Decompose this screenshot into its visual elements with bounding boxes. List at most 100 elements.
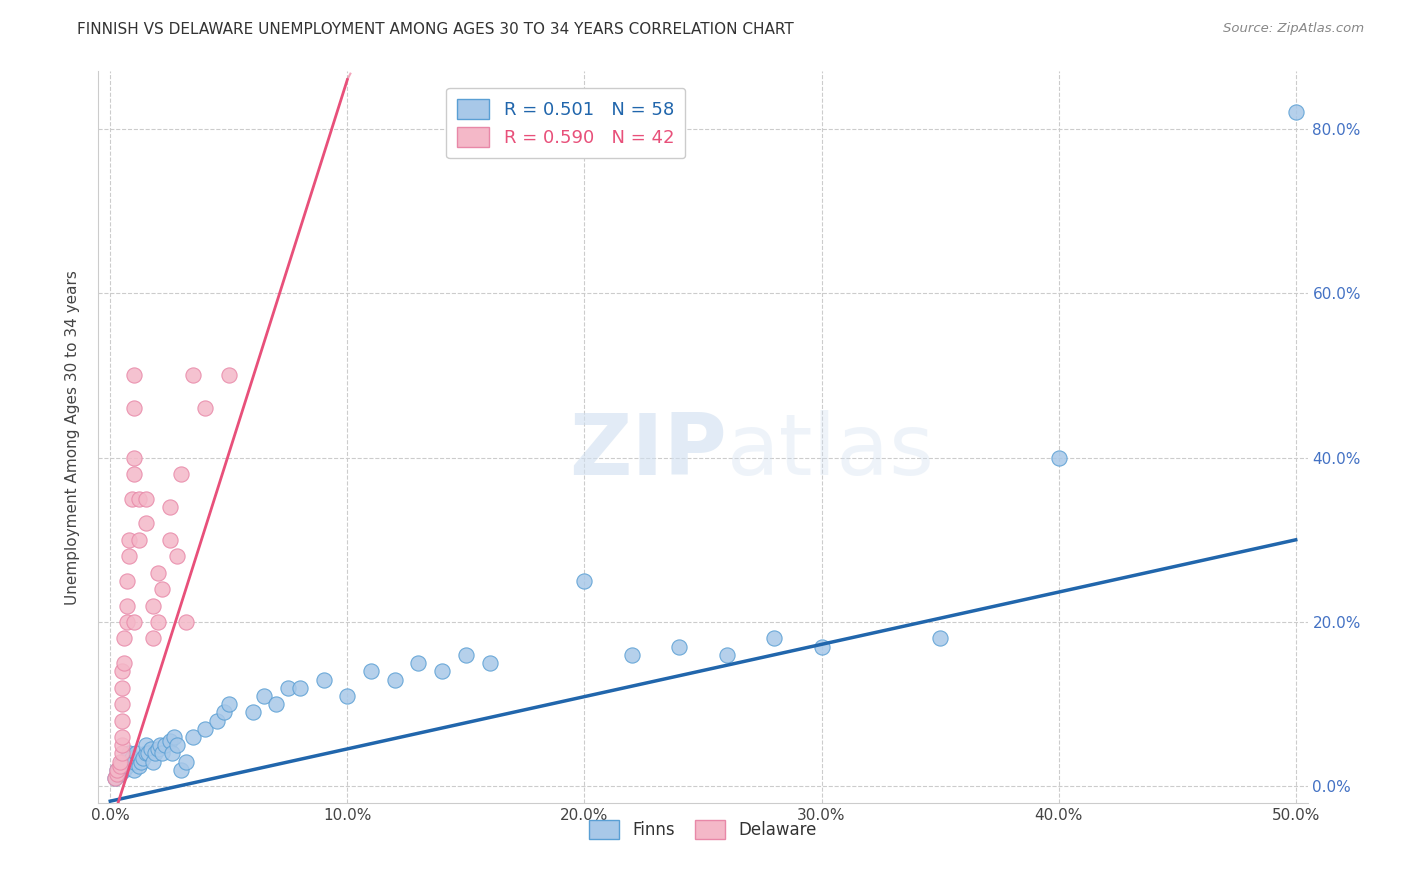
- Text: Source: ZipAtlas.com: Source: ZipAtlas.com: [1223, 22, 1364, 36]
- Point: [115, 574, 138, 588]
- Point: [128, 759, 150, 773]
- Point: [159, 500, 181, 514]
- Point: [128, 491, 150, 506]
- Point: [129, 755, 152, 769]
- Point: [218, 368, 240, 383]
- Point: [312, 673, 335, 687]
- Point: [104, 771, 127, 785]
- Point: [128, 533, 150, 547]
- Legend: Finns, Delaware: Finns, Delaware: [582, 814, 824, 846]
- Point: [115, 599, 138, 613]
- Point: [139, 742, 162, 756]
- Point: [174, 615, 197, 629]
- Point: [152, 747, 174, 761]
- Point: [108, 755, 131, 769]
- Point: [384, 673, 406, 687]
- Point: [763, 632, 786, 646]
- Point: [166, 739, 188, 753]
- Point: [111, 665, 134, 679]
- Point: [118, 533, 141, 547]
- Point: [194, 722, 217, 736]
- Point: [122, 450, 145, 465]
- Point: [716, 648, 738, 662]
- Point: [668, 640, 690, 654]
- Point: [114, 763, 136, 777]
- Point: [105, 763, 128, 777]
- Point: [574, 574, 596, 588]
- Point: [121, 491, 143, 506]
- Point: [166, 549, 188, 564]
- Point: [159, 533, 181, 547]
- Point: [810, 640, 832, 654]
- Point: [205, 714, 228, 728]
- Point: [146, 615, 169, 629]
- Point: [146, 566, 169, 580]
- Point: [1285, 105, 1308, 120]
- Y-axis label: Unemployment Among Ages 30 to 34 years: Unemployment Among Ages 30 to 34 years: [65, 269, 80, 605]
- Point: [104, 771, 127, 785]
- Point: [108, 759, 131, 773]
- Point: [135, 739, 157, 753]
- Point: [132, 750, 155, 764]
- Point: [121, 750, 143, 764]
- Point: [118, 755, 141, 769]
- Point: [114, 632, 136, 646]
- Point: [122, 615, 145, 629]
- Point: [163, 730, 186, 744]
- Point: [122, 368, 145, 383]
- Point: [111, 697, 134, 711]
- Point: [212, 706, 235, 720]
- Point: [160, 747, 183, 761]
- Point: [620, 648, 643, 662]
- Point: [194, 401, 217, 416]
- Point: [288, 681, 311, 695]
- Point: [159, 734, 181, 748]
- Point: [118, 747, 141, 761]
- Point: [114, 656, 136, 670]
- Point: [174, 755, 197, 769]
- Point: [122, 401, 145, 416]
- Point: [111, 747, 134, 761]
- Point: [115, 759, 138, 773]
- Text: FINNISH VS DELAWARE UNEMPLOYMENT AMONG AGES 30 TO 34 YEARS CORRELATION CHART: FINNISH VS DELAWARE UNEMPLOYMENT AMONG A…: [77, 22, 794, 37]
- Point: [111, 681, 134, 695]
- Point: [1047, 450, 1070, 465]
- Point: [478, 656, 501, 670]
- Point: [111, 739, 134, 753]
- Point: [253, 689, 276, 703]
- Point: [153, 739, 176, 753]
- Point: [136, 747, 159, 761]
- Point: [218, 697, 240, 711]
- Point: [135, 516, 157, 531]
- Point: [111, 714, 134, 728]
- Point: [111, 759, 134, 773]
- Point: [181, 368, 204, 383]
- Point: [122, 763, 145, 777]
- Text: ZIP: ZIP: [569, 410, 727, 493]
- Point: [181, 730, 204, 744]
- Point: [135, 491, 157, 506]
- Point: [146, 742, 169, 756]
- Point: [277, 681, 299, 695]
- Point: [264, 697, 287, 711]
- Point: [111, 730, 134, 744]
- Point: [360, 665, 382, 679]
- Point: [149, 739, 172, 753]
- Point: [142, 599, 165, 613]
- Point: [142, 755, 165, 769]
- Point: [408, 656, 430, 670]
- Point: [122, 467, 145, 481]
- Point: [108, 767, 131, 781]
- Point: [115, 615, 138, 629]
- Point: [432, 665, 454, 679]
- Point: [929, 632, 952, 646]
- Point: [111, 755, 134, 769]
- Point: [170, 763, 193, 777]
- Point: [105, 767, 128, 781]
- Point: [125, 747, 148, 761]
- Point: [143, 747, 166, 761]
- Point: [152, 582, 174, 596]
- Point: [105, 763, 128, 777]
- Point: [135, 747, 157, 761]
- Point: [142, 632, 165, 646]
